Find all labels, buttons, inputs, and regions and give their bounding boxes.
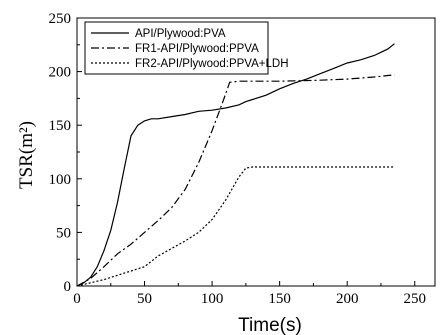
x-tick-label: 250 — [403, 291, 426, 307]
x-tick-label: 0 — [73, 291, 81, 307]
legend-label: API/Plywood:PVA — [135, 28, 226, 40]
legend-label: FR1-API/Plywood:PPVA — [135, 43, 259, 55]
series-line-1 — [76, 43, 395, 287]
y-tick-label: 200 — [49, 65, 72, 81]
x-tick-label: 150 — [268, 291, 291, 307]
x-tick-label: 50 — [137, 291, 152, 307]
series-line-3 — [76, 166, 395, 287]
legend-label: FR2-API/Plywood:PPVA+LDH — [135, 58, 289, 70]
y-tick-label: 150 — [49, 118, 72, 134]
tick-labels: 0 50 100 150 200 250 0 50 100 150 200 250 — [49, 11, 426, 307]
y-tick-label: 250 — [49, 11, 72, 27]
y-axis-title: TSR(m²) — [16, 121, 37, 189]
x-tick-label: 100 — [201, 291, 224, 307]
series-lines — [76, 43, 395, 287]
y-tick-label: 0 — [64, 279, 72, 295]
legend-box — [84, 21, 269, 75]
series-line-2 — [76, 74, 395, 287]
y-tick-label: 100 — [49, 172, 72, 188]
x-axis-title: Time(s) — [238, 315, 302, 335]
legend: API/Plywood:PVA FR1-API/Plywood:PPVA FR2-A… — [84, 21, 289, 75]
x-tick-label: 200 — [336, 291, 359, 307]
y-tick-label: 50 — [56, 225, 71, 241]
